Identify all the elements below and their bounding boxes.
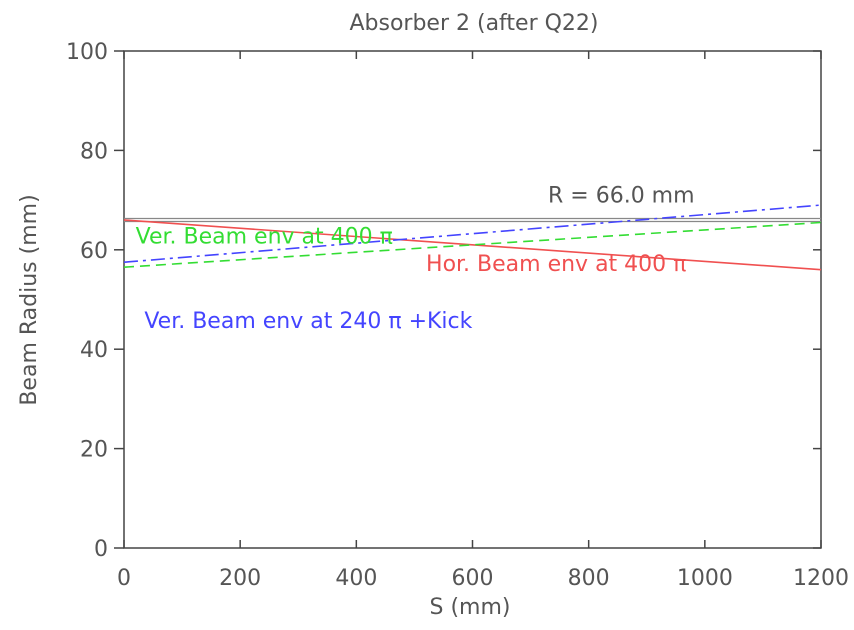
series-line-1 [123, 219, 822, 271]
y-tick-label-5: 100 [66, 40, 108, 65]
axis-ticks: 0 200 400 600 800 1000 1200 0 20 40 60 80 100 [66, 40, 849, 591]
x-tick-label-0: 0 [117, 566, 131, 591]
annotation-label-3: Ver. Beam env at 240 π +Kick [144, 309, 472, 334]
x-tick-label-2: 400 [335, 566, 377, 591]
x-tick-label-3: 600 [452, 566, 494, 591]
y-tick-label-2: 40 [80, 338, 108, 363]
series-line-2 [123, 221, 822, 268]
annotation-label-1: Ver. Beam env at 400 π [136, 224, 393, 249]
x-axis-label: S (mm) [430, 595, 511, 620]
x-tick-label-4: 800 [568, 566, 610, 591]
y-tick-label-3: 60 [80, 239, 108, 264]
chart-title: Absorber 2 (after Q22) [349, 11, 598, 36]
y-axis-label: Beam Radius (mm) [17, 194, 42, 405]
annotation-layer: R = 66.0 mm Ver. Beam env at 400 π Hor. Be… [136, 184, 695, 334]
y-tick-label-0: 0 [94, 537, 108, 562]
plot-area [123, 50, 822, 549]
y-tick-label-1: 20 [80, 438, 108, 463]
x-tick-label-5: 1000 [677, 566, 733, 591]
x-tick-label-1: 200 [219, 566, 261, 591]
series-layer [123, 204, 822, 271]
annotation-label-0: R = 66.0 mm [548, 184, 695, 209]
series-line-3 [123, 204, 822, 264]
annotation-label-2: Hor. Beam env at 400 π [426, 252, 686, 277]
y-tick-label-4: 80 [80, 139, 108, 164]
x-tick-label-6: 1200 [793, 566, 849, 591]
